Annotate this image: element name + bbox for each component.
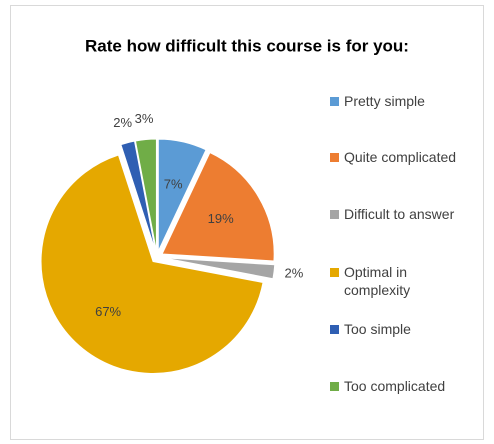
legend-item: Difficult to answer xyxy=(330,205,480,223)
legend-label: Difficult to answer xyxy=(344,206,455,222)
legend-label: Quite complicated xyxy=(344,149,457,165)
legend-label: Pretty simple xyxy=(344,93,425,109)
legend-swatch xyxy=(330,325,339,334)
pie-slice xyxy=(162,257,276,280)
legend-item: Optimal in complexity xyxy=(330,263,440,299)
data-label: 2% xyxy=(113,115,132,130)
legend-swatch xyxy=(330,382,339,391)
legend-label: Optimal in complexity xyxy=(344,264,411,298)
data-label: 19% xyxy=(208,211,234,226)
data-label: 7% xyxy=(164,176,183,191)
legend-swatch xyxy=(330,153,339,162)
legend-item: Too simple xyxy=(330,320,480,338)
legend-item: Pretty simple xyxy=(330,92,480,110)
pie-slice xyxy=(161,151,275,262)
data-label: 2% xyxy=(285,266,304,281)
legend-label: Too complicated xyxy=(344,378,446,394)
data-label: 3% xyxy=(135,111,154,126)
legend-label: Too simple xyxy=(344,321,411,337)
data-label: 67% xyxy=(95,304,121,319)
pie-slice xyxy=(40,154,264,374)
legend-swatch xyxy=(330,210,339,219)
legend-swatch xyxy=(330,268,339,277)
legend-swatch xyxy=(330,97,339,106)
legend-item: Too complicated xyxy=(330,377,480,395)
pie-slice xyxy=(157,138,207,252)
pie-slice xyxy=(120,140,156,252)
legend-item: Quite complicated xyxy=(330,148,480,166)
pie-slice xyxy=(134,138,157,252)
chart-title: Rate how difficult this course is for yo… xyxy=(85,36,409,55)
